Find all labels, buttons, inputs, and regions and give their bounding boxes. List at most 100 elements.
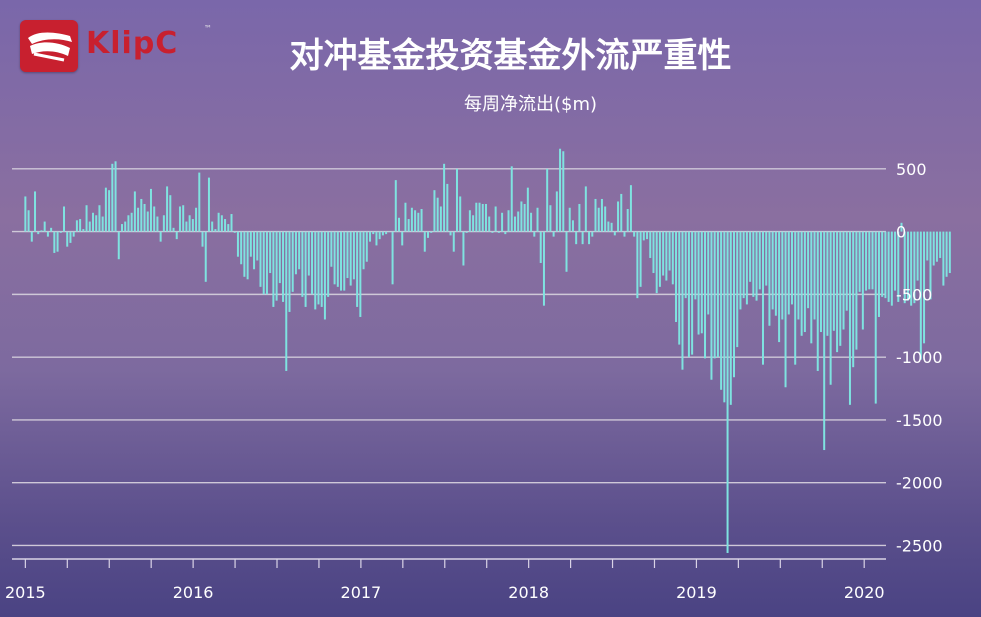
bar xyxy=(188,215,191,232)
bar xyxy=(111,163,114,232)
bar xyxy=(278,231,281,284)
bar xyxy=(414,210,417,232)
chart-subtitle: 每周净流出($m) xyxy=(463,94,598,115)
y-tick-label: -1000 xyxy=(896,348,943,367)
bar xyxy=(394,180,397,232)
bar xyxy=(871,231,874,290)
logo-trademark: ™ xyxy=(204,24,212,33)
bar xyxy=(420,209,423,232)
bar xyxy=(449,231,452,236)
bar xyxy=(610,222,613,232)
bar xyxy=(217,212,220,232)
bar xyxy=(887,231,890,302)
bar xyxy=(600,198,603,232)
bar xyxy=(63,206,66,232)
bar xyxy=(620,193,623,232)
bar xyxy=(356,231,359,307)
bar xyxy=(468,210,471,232)
bar xyxy=(684,231,687,299)
bar xyxy=(211,221,214,232)
bar xyxy=(465,231,468,233)
bar xyxy=(517,211,520,232)
bar xyxy=(758,231,761,290)
bar xyxy=(143,203,146,232)
bar xyxy=(385,231,388,235)
bar xyxy=(523,203,526,232)
bar xyxy=(726,231,729,553)
bar xyxy=(903,231,906,304)
bar xyxy=(852,231,855,368)
bar xyxy=(478,202,481,232)
bar xyxy=(37,231,40,235)
bar xyxy=(787,231,790,315)
bar xyxy=(697,231,700,335)
bar xyxy=(910,231,913,306)
bar xyxy=(472,215,475,232)
bar xyxy=(262,231,265,295)
bar xyxy=(939,231,942,258)
bar xyxy=(220,215,223,232)
bar xyxy=(291,231,294,292)
bar xyxy=(146,211,149,232)
bar xyxy=(404,202,407,232)
bar xyxy=(372,231,375,235)
bar xyxy=(169,195,172,232)
bar xyxy=(34,191,37,232)
bar xyxy=(82,229,85,232)
bar xyxy=(662,231,665,276)
bar xyxy=(236,231,239,257)
bar xyxy=(127,215,130,232)
bar xyxy=(774,231,777,316)
bar xyxy=(133,191,136,232)
bar xyxy=(694,231,697,300)
bar xyxy=(861,231,864,330)
bar xyxy=(137,207,140,232)
bar xyxy=(227,224,230,232)
bar xyxy=(520,201,523,232)
bar xyxy=(352,231,355,280)
bar xyxy=(43,221,46,232)
bar xyxy=(884,231,887,299)
bar xyxy=(848,231,851,405)
bar xyxy=(307,231,310,276)
logo-text: KlipC xyxy=(86,26,179,61)
bar xyxy=(658,231,661,287)
bar xyxy=(845,231,848,311)
bar xyxy=(343,231,346,291)
bar xyxy=(30,231,33,242)
bar xyxy=(923,231,926,344)
bar xyxy=(504,231,507,235)
bar xyxy=(301,231,304,297)
bar xyxy=(462,231,465,266)
bar xyxy=(836,231,839,353)
bar xyxy=(156,216,159,232)
bar xyxy=(771,231,774,310)
y-tick-label: -500 xyxy=(896,285,932,304)
bar xyxy=(906,231,909,301)
bar xyxy=(259,231,262,287)
y-tick-label: -1500 xyxy=(896,411,943,430)
bar xyxy=(781,231,784,320)
bar xyxy=(401,231,404,246)
bar xyxy=(588,231,591,245)
bar xyxy=(430,231,433,233)
bar xyxy=(675,231,678,322)
bar xyxy=(207,177,210,232)
bar xyxy=(178,206,181,232)
grid-layer xyxy=(12,168,886,547)
bar xyxy=(195,207,198,232)
bar xyxy=(942,231,945,286)
bar xyxy=(507,210,510,232)
bar xyxy=(249,231,252,257)
bar xyxy=(575,231,578,245)
bar xyxy=(617,201,620,232)
bar xyxy=(114,161,117,232)
bar xyxy=(439,206,442,232)
bar xyxy=(398,217,401,232)
bar xyxy=(546,168,549,232)
bar xyxy=(314,231,317,310)
bar xyxy=(510,166,513,232)
bar xyxy=(639,231,642,287)
bar xyxy=(671,231,674,285)
